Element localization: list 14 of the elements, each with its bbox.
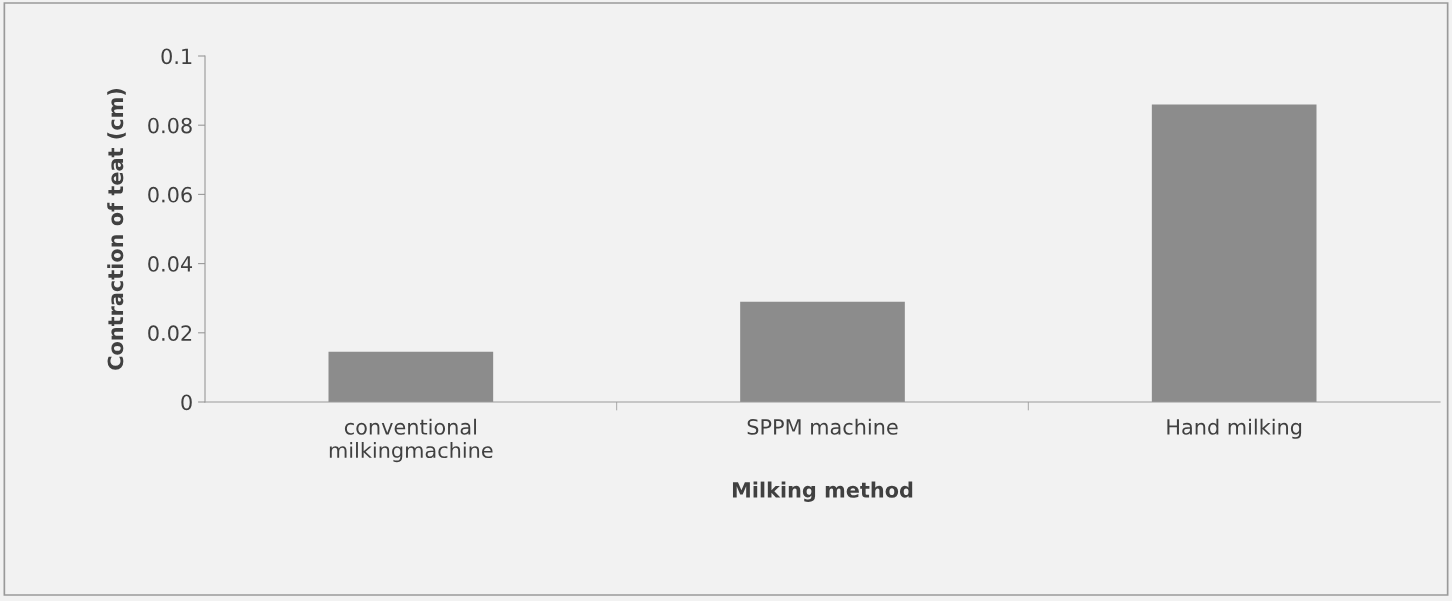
x-tick-label: SPPM machine: [747, 418, 898, 435]
y-tick-label: 0.02: [148, 325, 192, 342]
x-tick-label: Hand milking: [1167, 418, 1302, 439]
y-tick-label: 0.1: [161, 48, 192, 65]
y-tick-label: 0: [181, 394, 192, 411]
x-axis-title: Milking method: [732, 481, 913, 502]
bar: [328, 351, 494, 402]
bar: [1151, 104, 1317, 402]
x-tick-label: conventional milkingmachine: [329, 418, 493, 463]
y-axis-title: Contraction of teat (cm): [107, 88, 126, 370]
y-tick-label: 0.04: [148, 256, 193, 272]
y-tick-label: 0.06: [148, 186, 192, 203]
y-tick-label: 0.08: [148, 117, 192, 134]
bar: [740, 301, 905, 402]
